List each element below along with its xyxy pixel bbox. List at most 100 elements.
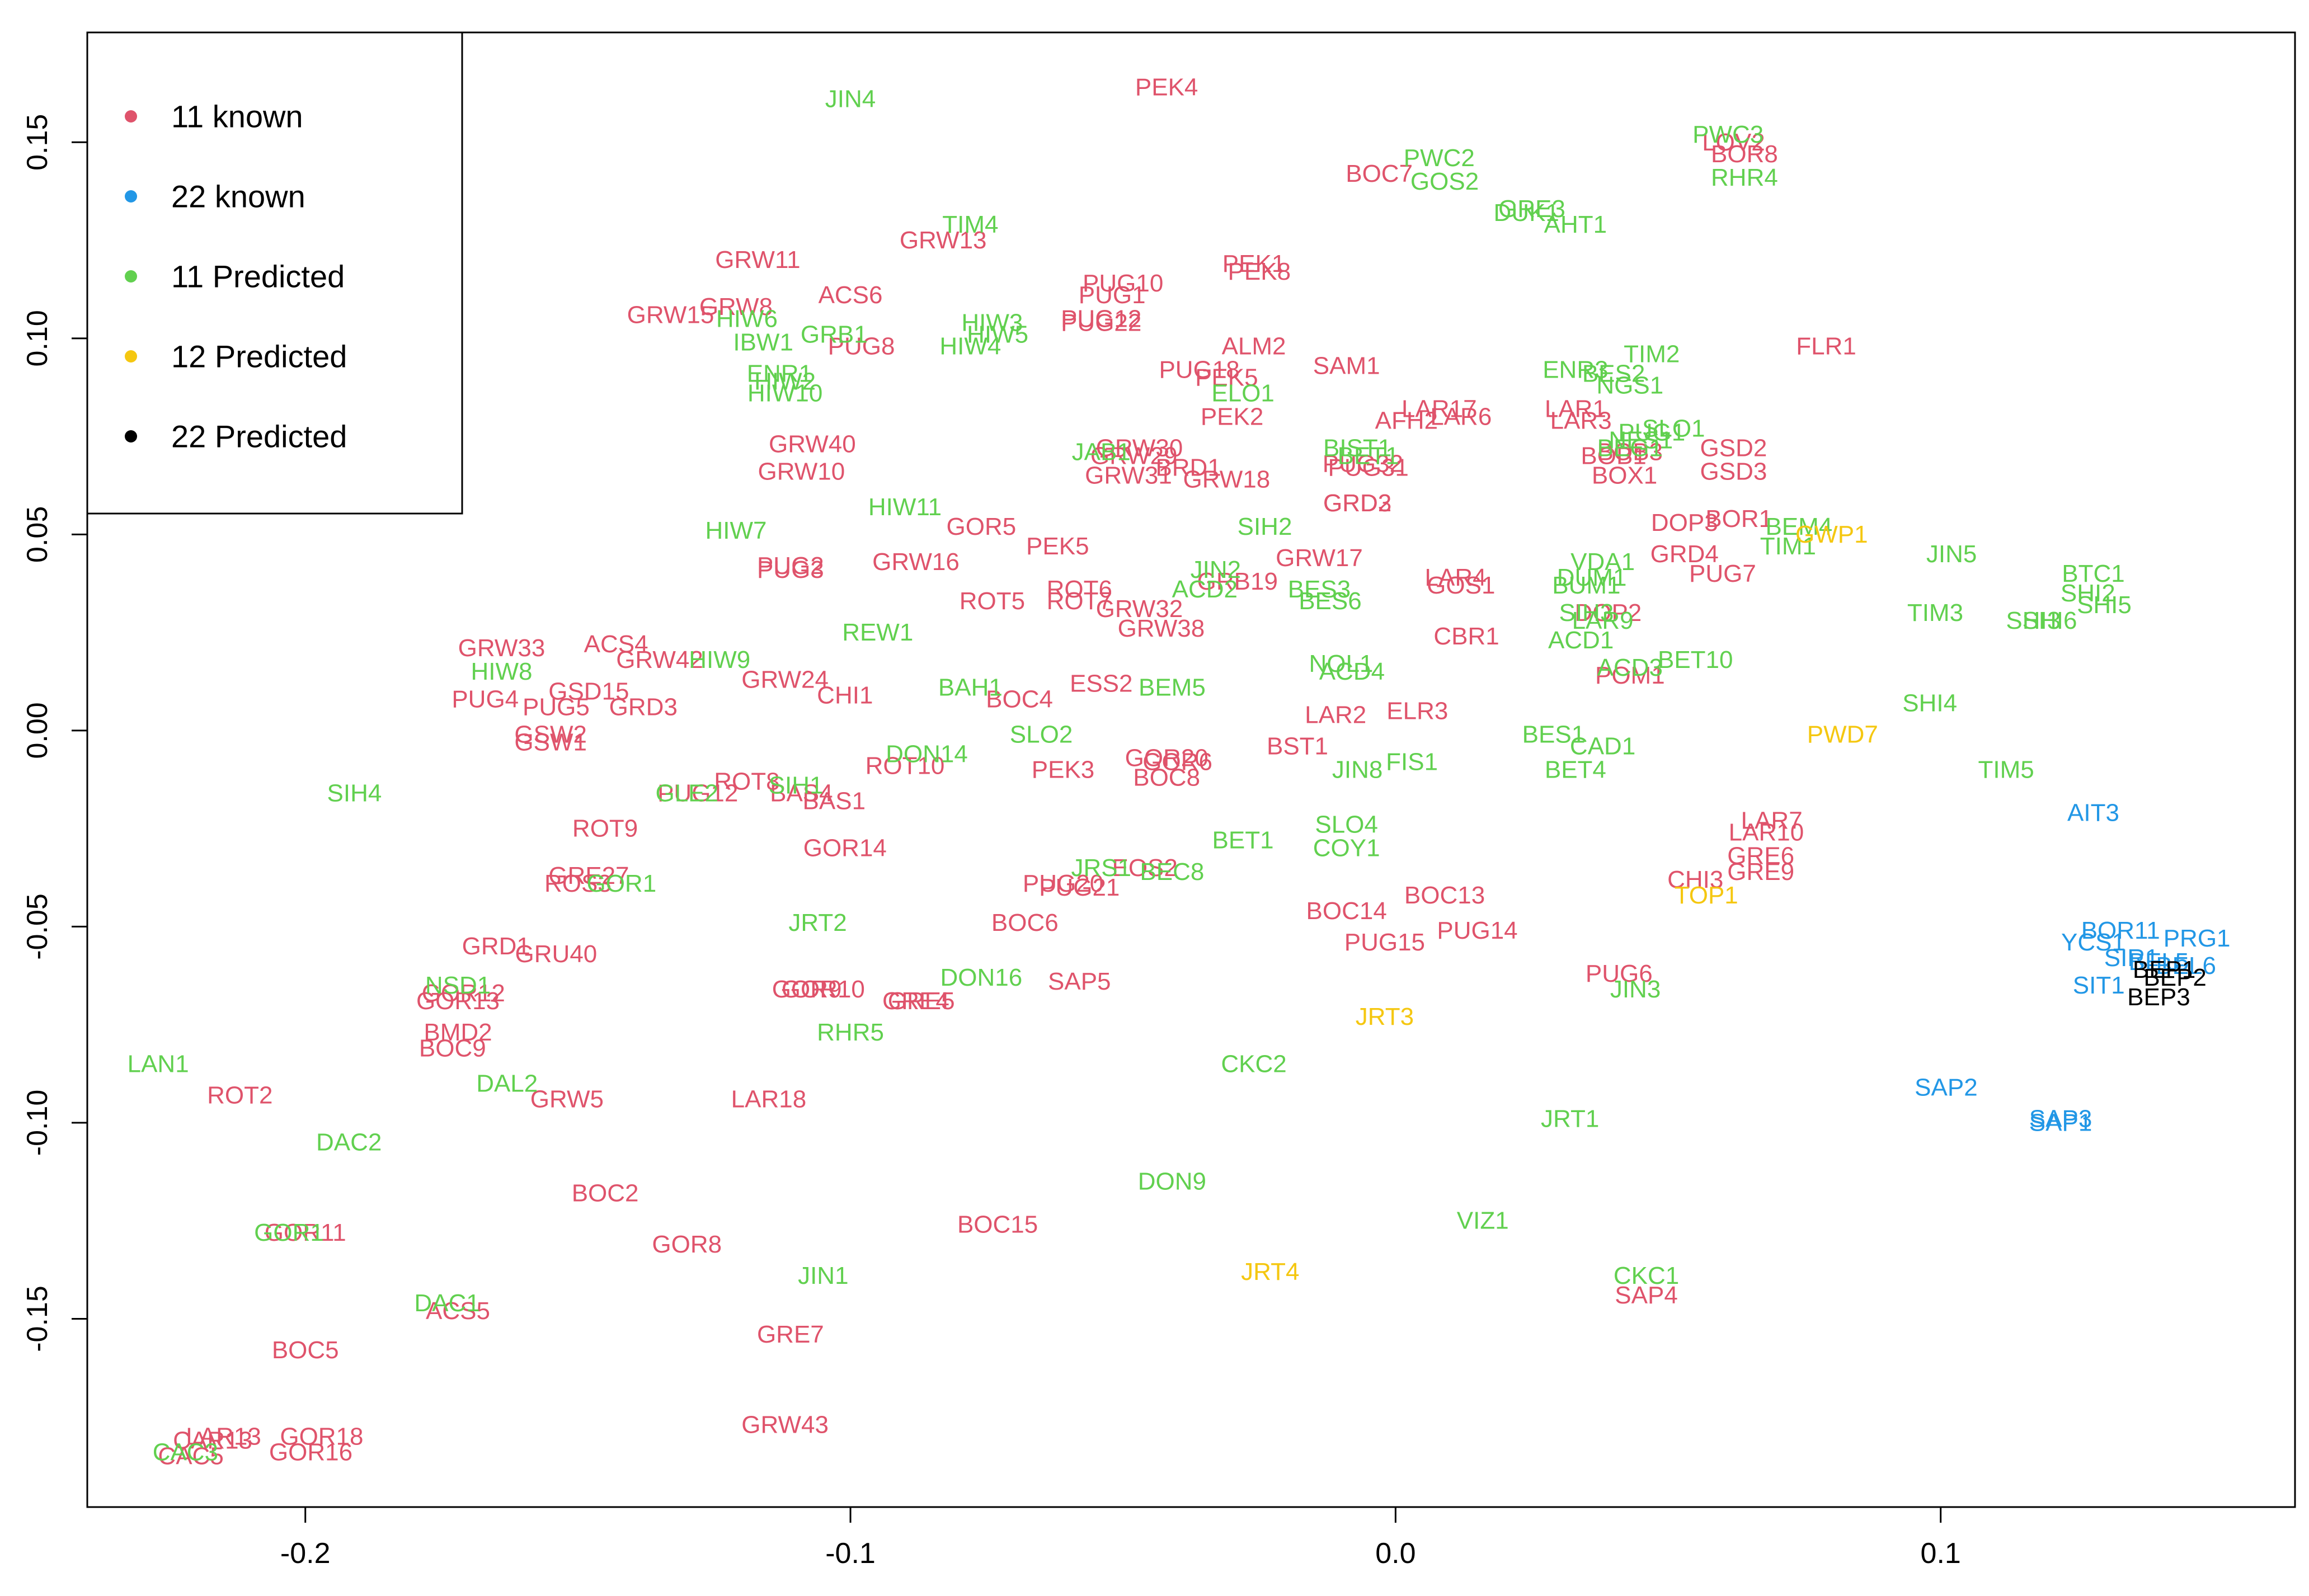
legend-label: 11 known — [171, 99, 303, 134]
point-label: DAC1 — [414, 1289, 479, 1317]
point-label: PUG12 — [1061, 305, 1141, 332]
point-label: BAS1 — [803, 788, 866, 815]
point-label: SLO4 — [1315, 811, 1378, 839]
point-label: BET1 — [1338, 442, 1399, 470]
point-label: HIW4 — [939, 332, 1001, 360]
point-label: BUM1 — [1552, 572, 1620, 599]
point-label: PEK5 — [1026, 533, 1089, 560]
x-tick-label: 0.1 — [1921, 1537, 1961, 1570]
point-label: SIT1 — [2073, 972, 2125, 999]
point-label: HIW2 — [754, 368, 816, 395]
point-label: HIW5 — [967, 321, 1028, 348]
point-label: JRS1 — [1071, 854, 1131, 882]
point-label: BOC13 — [1404, 882, 1485, 909]
point-label: LOV2 — [1702, 129, 1765, 156]
point-label: LAR9 — [1572, 607, 1634, 634]
point-label: GOR1 — [254, 1219, 324, 1246]
point-label: JRT4 — [1241, 1258, 1299, 1286]
point-label: ELR3 — [1386, 697, 1448, 724]
point-label: GOR5 — [947, 513, 1017, 540]
point-label: FLR1 — [1796, 332, 1856, 360]
point-label: PWC2 — [1404, 144, 1475, 172]
point-label: GRW10 — [758, 458, 845, 486]
point-label: GOR20 — [1125, 744, 1208, 771]
point-label: ROS3 — [544, 870, 612, 897]
point-label: JRT2 — [788, 909, 847, 936]
point-label: ROT5 — [960, 587, 1025, 615]
point-label: BOC4 — [986, 685, 1053, 713]
point-label: ACD2 — [1172, 576, 1238, 603]
point-label: BOC7 — [1346, 160, 1413, 187]
point-label: BST1 — [1267, 732, 1328, 760]
point-label: GOR13 — [416, 987, 500, 1015]
point-label: GRW33 — [458, 634, 545, 662]
point-label: ACS5 — [426, 1297, 490, 1325]
point-label: GRW13 — [900, 227, 987, 254]
point-label: GRW8 — [699, 293, 773, 321]
point-label: PUG4 — [452, 685, 519, 713]
point-label: LAR18 — [731, 1085, 807, 1113]
point-label: GRE9 — [1727, 858, 1794, 886]
point-label: GOS2 — [1410, 168, 1479, 195]
point-label: SAP3 — [2029, 1105, 2092, 1132]
point-label: GRW18 — [1183, 466, 1270, 493]
point-label: PUG32 — [1323, 450, 1403, 478]
point-label: SHI4 — [1902, 689, 1957, 717]
point-label: AIT3 — [2067, 799, 2119, 827]
point-label: GRW42 — [616, 646, 703, 674]
point-label: BEP3 — [2127, 983, 2190, 1011]
point-label: GOR18 — [280, 1423, 363, 1450]
point-label: BEM5 — [1139, 674, 1206, 701]
point-label: ROT9 — [572, 815, 638, 842]
point-label: CHI1 — [817, 681, 873, 709]
point-label: BEL5 — [2129, 948, 2189, 976]
point-label: BMD2 — [424, 1019, 492, 1046]
point-label: CAR13 — [173, 1426, 252, 1454]
point-label: DOP2 — [1574, 599, 1642, 627]
point-label: DOP3 — [1651, 509, 1718, 536]
point-label: BAS4 — [770, 780, 833, 807]
point-label: ACD3 — [1597, 654, 1663, 681]
point-label: BIST1 — [1323, 435, 1391, 462]
point-label: GRD3 — [1323, 489, 1391, 517]
point-label: GRW5 — [530, 1085, 604, 1113]
point-label: LAR13 — [186, 1423, 261, 1450]
point-label: GOR6 — [1142, 748, 1212, 775]
point-label: JIN3 — [1610, 976, 1661, 1003]
point-label: NGS1 — [1596, 371, 1663, 399]
point-label: JIN4 — [825, 86, 876, 113]
point-label: BES3 — [1288, 576, 1351, 603]
point-label: JIN5 — [1926, 540, 1977, 568]
point-label: GRD1 — [462, 933, 530, 960]
point-label: LAR4 — [1425, 564, 1487, 591]
point-label: GOR12 — [422, 980, 505, 1007]
point-label: BEM4 — [1765, 513, 1832, 540]
point-label: JIN2 — [1191, 556, 1241, 583]
point-label: PUG22 — [1061, 309, 1141, 336]
point-label: ROT8 — [714, 768, 779, 795]
point-label: BEL6 — [2156, 952, 2216, 980]
point-label: GSD2 — [1700, 435, 1767, 462]
point-label: PEK1 — [1222, 250, 1286, 277]
point-label: IBW1 — [733, 328, 793, 356]
point-label: TIM5 — [1978, 756, 2034, 784]
point-label: PEK3 — [1032, 756, 1095, 784]
point-label: GRW43 — [741, 1411, 829, 1438]
point-label: GRW30 — [1096, 435, 1183, 462]
y-tick-label: 0.15 — [21, 114, 54, 171]
point-label: GLE2 — [655, 780, 718, 807]
point-label: ACS4 — [584, 630, 648, 658]
point-label: GRD2 — [1323, 489, 1391, 517]
point-label: DAL2 — [476, 1070, 538, 1097]
point-label: GRW31 — [1085, 462, 1172, 489]
point-label: ELO1 — [1211, 379, 1275, 407]
point-label: PUG20 — [1023, 870, 1103, 897]
point-label: LAR2 — [1305, 701, 1366, 728]
point-label: BOB1 — [1581, 442, 1646, 470]
point-label: LAR7 — [1741, 807, 1803, 835]
point-label: DON14 — [886, 740, 968, 768]
point-label: BOX1 — [1592, 462, 1657, 489]
y-tick-label: -0.10 — [21, 1090, 54, 1156]
point-label: JRT3 — [1356, 1003, 1414, 1030]
